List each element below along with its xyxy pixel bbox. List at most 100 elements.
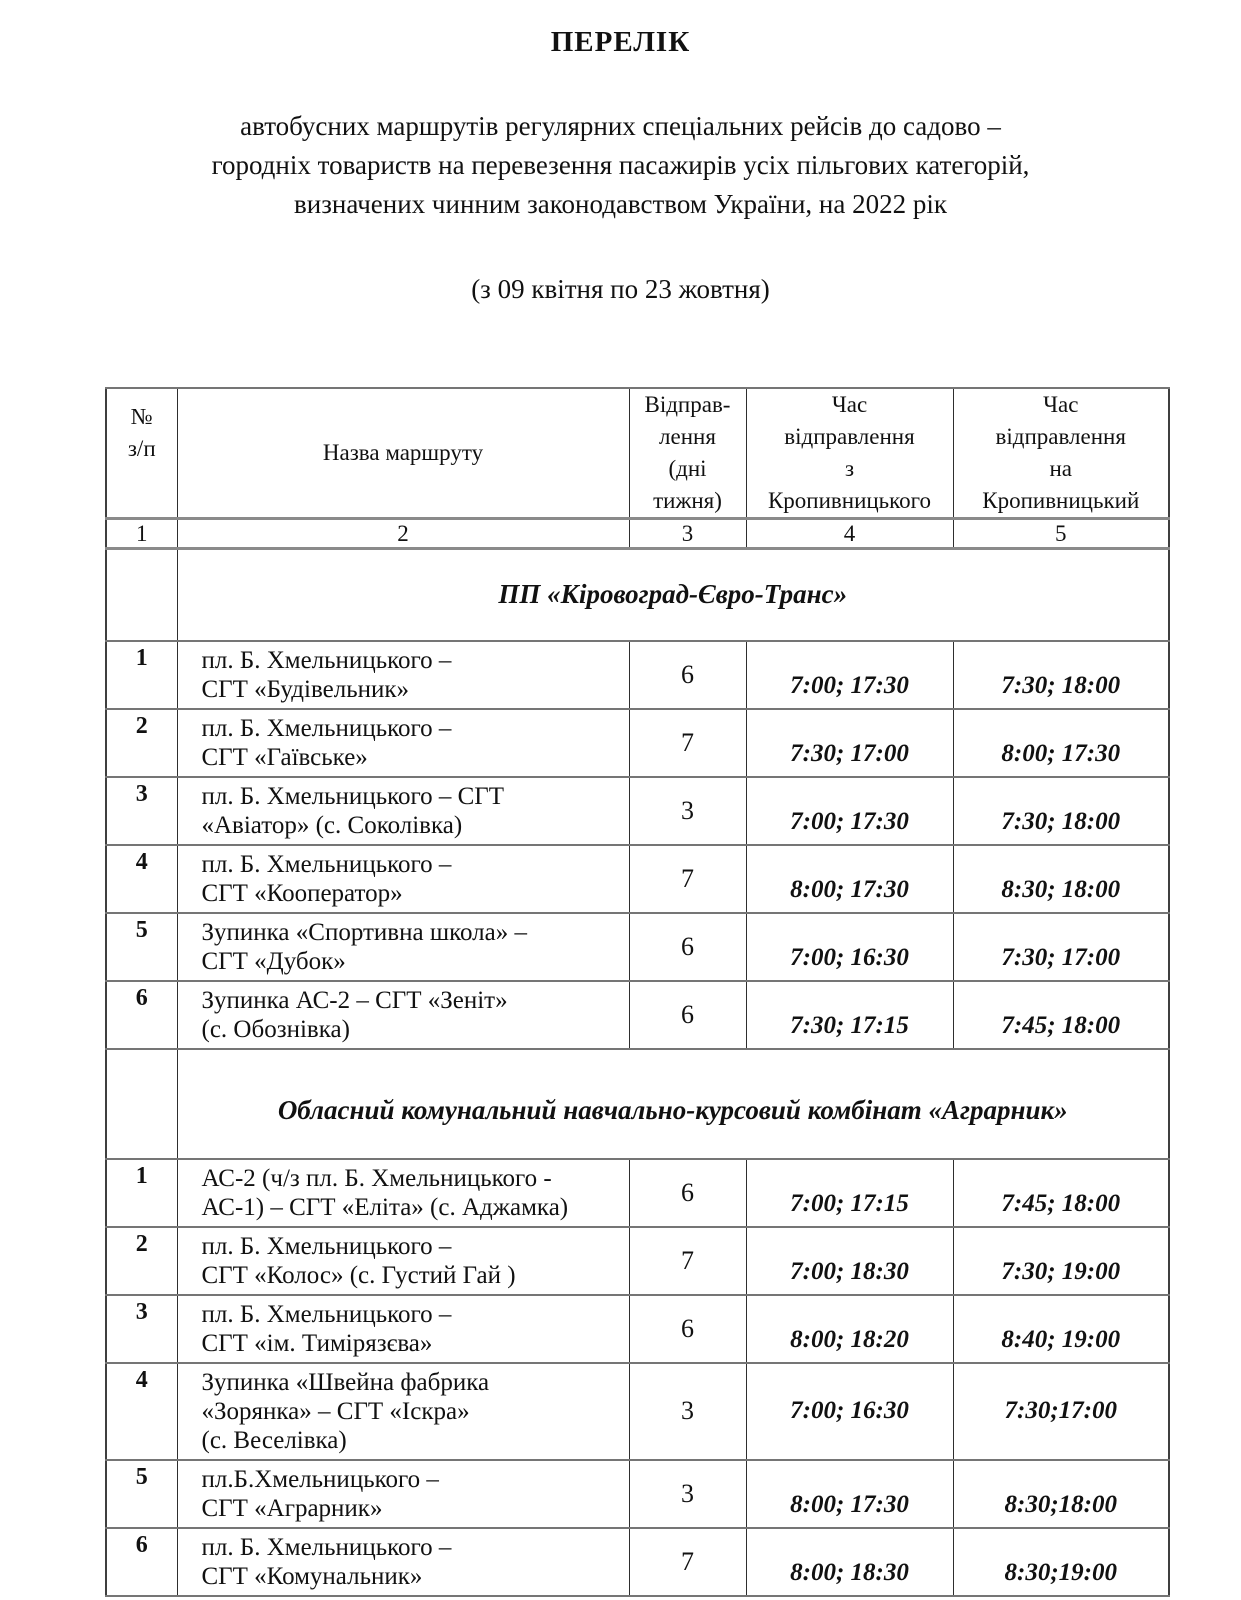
page-title: ПЕРЕЛІК xyxy=(550,26,691,58)
departure-days: 6 xyxy=(628,979,747,1050)
route-name-line: пл. Б. Хмельницького – xyxy=(201,1232,452,1260)
time-from-kropyvnytskyi: 8:00; 17:30 xyxy=(745,1458,954,1529)
time-from-kropyvnytskyi: 7:30; 17:15 xyxy=(745,979,954,1050)
route-name-line: пл. Б. Хмельницького – СГТ xyxy=(201,782,505,810)
time-from-kropyvnytskyi: 7:00; 17:15 xyxy=(745,1157,954,1228)
table-row: 4 Зупинка «Швейна фабрика «Зорянка» – СГТ … xyxy=(105,1361,1170,1461)
route-name-line: пл.Б.Хмельницького – xyxy=(201,1465,439,1493)
section-title: ПП «Кіровоград-Євро-Транс» xyxy=(176,547,1170,642)
departure-days: 7 xyxy=(628,843,747,914)
route-name: Зупинка АС-2 – СГТ «Зеніт» (с. Обознівка) xyxy=(176,979,630,1050)
route-name-line: Зупинка АС-2 – СГТ «Зеніт» xyxy=(201,986,508,1014)
route-name-line: СГТ «Кооператор» xyxy=(201,879,403,907)
intro-line: городніх товариств на перевезення пасажи… xyxy=(211,150,1030,180)
route-name-line: пл. Б. Хмельницького – xyxy=(201,1533,452,1561)
route-name-line: СГТ «Дубок» xyxy=(201,947,346,975)
route-name-line: Зупинка «Швейна фабрика xyxy=(201,1368,490,1396)
row-number: 4 xyxy=(105,843,178,914)
time-from-kropyvnytskyi: 7:00; 16:30 xyxy=(745,911,954,982)
time-to-kropyvnytskyi: 8:40; 19:00 xyxy=(952,1293,1170,1364)
time-to-kropyvnytskyi: 8:30;18:00 xyxy=(952,1458,1170,1529)
route-name: Зупинка «Швейна фабрика «Зорянка» – СГТ «… xyxy=(176,1361,630,1461)
header-departure-days: Відправ- лення (дні тижня) xyxy=(628,387,747,520)
row-number: 1 xyxy=(105,1157,178,1228)
table-row: 3 пл. Б. Хмельницького – СГТ «ім. Тимірязє… xyxy=(105,1293,1170,1364)
column-number: 3 xyxy=(628,517,747,550)
departure-days: 3 xyxy=(628,775,747,846)
departure-days: 3 xyxy=(628,1458,747,1529)
route-name-line: АС-1) – СГТ «Еліта» (с. Аджамка) xyxy=(201,1193,569,1221)
departure-days: 6 xyxy=(628,911,747,982)
route-name-line: СГТ «Будівельник» xyxy=(201,675,410,703)
column-number-row: 1 2 3 4 5 xyxy=(105,517,1170,550)
row-number: 2 xyxy=(105,1225,178,1296)
time-from-kropyvnytskyi: 8:00; 18:30 xyxy=(745,1526,954,1597)
routes-table: № з/п Назва маршруту Відправ- лення (дні… xyxy=(105,387,1170,1597)
time-to-kropyvnytskyi: 8:30; 18:00 xyxy=(952,843,1170,914)
departure-days: 7 xyxy=(628,707,747,778)
intro-line: автобусних маршрутів регулярних спеціаль… xyxy=(240,111,1001,141)
table-row: 2 пл. Б. Хмельницького – СГТ «Колос» (с. Г… xyxy=(105,1225,1170,1296)
table-row: 3 пл. Б. Хмельницького – СГТ «Авіатор» (с.… xyxy=(105,775,1170,846)
column-number: 1 xyxy=(105,517,178,550)
time-to-kropyvnytskyi: 7:45; 18:00 xyxy=(952,979,1170,1050)
row-number: 5 xyxy=(105,911,178,982)
route-name-line: (с. Обознівка) xyxy=(201,1015,350,1043)
header-time-to-kropyvnytskyi: Час відправлення на Кропивницький xyxy=(952,387,1170,520)
departure-days: 3 xyxy=(628,1361,747,1461)
section-empty-cell xyxy=(105,1047,178,1160)
time-from-kropyvnytskyi: 7:00; 18:30 xyxy=(745,1225,954,1296)
header-route-name: Назва маршруту xyxy=(176,387,630,520)
time-to-kropyvnytskyi: 8:00; 17:30 xyxy=(952,707,1170,778)
table-row: 6 пл. Б. Хмельницького – СГТ «Комунальник»… xyxy=(105,1526,1170,1597)
header-time-from-kropyvnytskyi: Час відправлення з Кропивницького xyxy=(745,387,954,520)
table-row: 2 пл. Б. Хмельницького – СГТ «Гаївське» 7 7:… xyxy=(105,707,1170,778)
route-name-line: СГТ «Аграрник» xyxy=(201,1494,383,1522)
time-from-kropyvnytskyi: 7:00; 17:30 xyxy=(745,639,954,710)
route-name-line: «Авіатор» (с. Соколівка) xyxy=(201,811,463,839)
departure-days: 6 xyxy=(628,639,747,710)
header-row-number: № з/п xyxy=(105,387,178,520)
row-number: 3 xyxy=(105,775,178,846)
route-name-line: пл. Б. Хмельницького – xyxy=(201,1300,452,1328)
time-from-kropyvnytskyi: 7:30; 17:00 xyxy=(745,707,954,778)
intro-paragraph: автобусних маршрутів регулярних спеціаль… xyxy=(0,107,1241,224)
route-name: Зупинка «Спортивна школа» – СГТ «Дубок» xyxy=(176,911,630,982)
route-name: пл. Б. Хмельницького – СГТ «Кооператор» xyxy=(176,843,630,914)
time-from-kropyvnytskyi: 8:00; 18:20 xyxy=(745,1293,954,1364)
time-to-kropyvnytskyi: 7:30; 19:00 xyxy=(952,1225,1170,1296)
route-name-line: пл. Б. Хмельницького – xyxy=(201,714,452,742)
time-from-kropyvnytskyi: 7:00; 16:30 xyxy=(745,1361,954,1461)
time-to-kropyvnytskyi: 7:30; 18:00 xyxy=(952,775,1170,846)
time-to-kropyvnytskyi: 7:30; 18:00 xyxy=(952,639,1170,710)
row-number: 6 xyxy=(105,979,178,1050)
route-name-line: СГТ «ім. Тимірязєва» xyxy=(201,1329,433,1357)
route-name-line: СГТ «Комунальник» xyxy=(201,1562,423,1590)
date-range: (з 09 квітня по 23 жовтня) xyxy=(471,274,770,304)
route-name-line: «Зорянка» – СГТ «Іскра» xyxy=(201,1397,470,1425)
route-name-line: СГТ «Гаївське» xyxy=(201,743,368,771)
route-name: пл. Б. Хмельницького – СГТ «Комунальник» xyxy=(176,1526,630,1597)
route-name-line: Зупинка «Спортивна школа» – xyxy=(201,918,527,946)
route-name: пл. Б. Хмельницького – СГТ «Колос» (с. Гу… xyxy=(176,1225,630,1296)
time-to-kropyvnytskyi: 7:30;17:00 xyxy=(952,1361,1170,1461)
section-title: Обласний комунальний навчально-курсовий … xyxy=(176,1047,1170,1160)
table-row: 5 Зупинка «Спортивна школа» – СГТ «Дубок» 6… xyxy=(105,911,1170,982)
table-header-row: № з/п Назва маршруту Відправ- лення (дні… xyxy=(105,387,1170,520)
column-number: 5 xyxy=(952,517,1170,550)
route-name-line: СГТ «Колос» (с. Густий Гай ) xyxy=(201,1261,516,1289)
departure-days: 7 xyxy=(628,1225,747,1296)
table-row: 1 АС-2 (ч/з пл. Б. Хмельницького - АС-1) –… xyxy=(105,1157,1170,1228)
route-name-line: (с. Веселівка) xyxy=(201,1426,347,1454)
route-name: пл. Б. Хмельницького – СГТ «Авіатор» (с. … xyxy=(176,775,630,846)
route-name-line: пл. Б. Хмельницького – xyxy=(201,646,452,674)
route-name: пл. Б. Хмельницького – СГТ «Будівельник» xyxy=(176,639,630,710)
row-number: 5 xyxy=(105,1458,178,1529)
table-row: 6 Зупинка АС-2 – СГТ «Зеніт» (с. Обознівка… xyxy=(105,979,1170,1050)
time-to-kropyvnytskyi: 7:45; 18:00 xyxy=(952,1157,1170,1228)
departure-days: 6 xyxy=(628,1157,747,1228)
row-number: 1 xyxy=(105,639,178,710)
table-row: 1 пл. Б. Хмельницького – СГТ «Будівельник»… xyxy=(105,639,1170,710)
section-header-row: ПП «Кіровоград-Євро-Транс» xyxy=(105,547,1170,642)
